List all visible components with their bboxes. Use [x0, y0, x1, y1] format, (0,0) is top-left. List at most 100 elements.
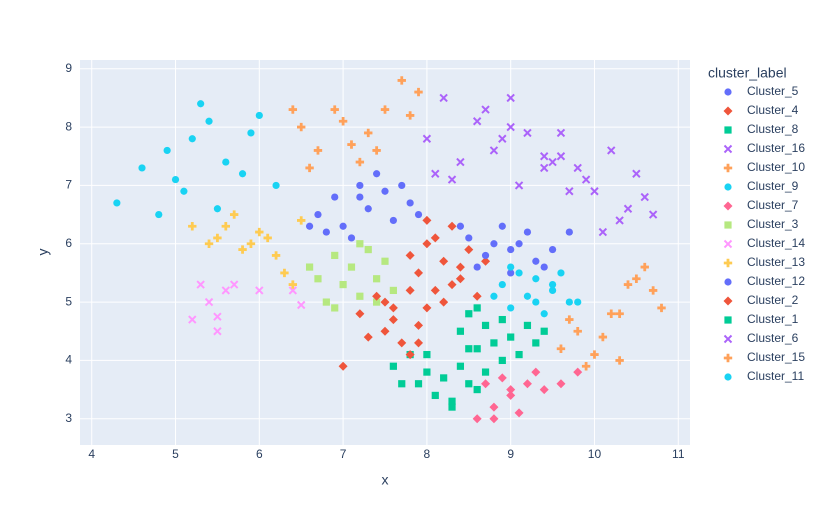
data-point — [431, 391, 439, 400]
data-point — [507, 269, 515, 277]
data-point — [405, 285, 415, 295]
data-point — [448, 397, 456, 405]
data-point — [448, 403, 456, 411]
data-point — [205, 117, 213, 125]
data-point — [171, 175, 180, 184]
data-point — [430, 233, 440, 243]
data-point — [540, 163, 549, 173]
data-point — [255, 286, 264, 295]
x-tick-label: 5 — [172, 447, 179, 461]
data-point — [556, 152, 566, 161]
x-tick-label: 11 — [672, 447, 685, 461]
data-point — [565, 315, 574, 324]
data-point — [263, 233, 272, 243]
data-point — [313, 146, 323, 155]
legend-label[interactable]: Cluster_12 — [747, 274, 805, 288]
data-point — [363, 332, 373, 342]
data-point — [472, 414, 482, 424]
y-tick-label: 8 — [65, 119, 72, 133]
legend-label[interactable]: Cluster_6 — [747, 331, 799, 345]
legend-label[interactable]: Cluster_1 — [747, 312, 799, 326]
data-point — [405, 250, 415, 260]
data-point — [565, 228, 573, 236]
data-point — [155, 210, 163, 219]
data-point — [532, 298, 540, 306]
y-tick-label: 4 — [65, 353, 72, 367]
legend-marker — [724, 88, 732, 96]
data-point — [213, 205, 222, 213]
x-tick-label: 9 — [507, 447, 514, 461]
data-point — [297, 300, 306, 310]
legend-label[interactable]: Cluster_7 — [747, 198, 799, 212]
x-tick-label: 4 — [88, 447, 95, 461]
data-point — [532, 275, 540, 283]
legend-label[interactable]: Cluster_15 — [747, 350, 805, 364]
data-point — [498, 222, 506, 230]
data-point — [507, 263, 515, 271]
data-point — [515, 269, 523, 277]
data-point — [623, 280, 633, 289]
legend-label[interactable]: Cluster_13 — [747, 255, 805, 269]
data-point — [338, 361, 348, 371]
x-tick-label: 10 — [588, 447, 602, 461]
legend-label[interactable]: Cluster_5 — [747, 84, 799, 98]
legend-label[interactable]: Cluster_3 — [747, 217, 799, 231]
data-point — [238, 245, 247, 254]
data-point — [213, 312, 222, 321]
legend-marker — [723, 163, 733, 173]
data-point — [548, 157, 557, 167]
data-point — [456, 362, 465, 370]
data-point — [615, 356, 624, 365]
legend-marker — [723, 296, 733, 306]
data-point — [540, 263, 548, 271]
data-point — [347, 140, 356, 149]
data-point — [381, 257, 389, 265]
data-point — [465, 345, 473, 353]
data-point — [481, 368, 490, 376]
data-point — [556, 379, 566, 389]
data-point — [356, 292, 364, 300]
data-point — [423, 368, 431, 376]
legend-label[interactable]: Cluster_9 — [747, 179, 799, 193]
data-point — [247, 129, 255, 137]
y-tick-label: 9 — [65, 61, 72, 75]
y-axis-title: y — [35, 249, 51, 256]
data-point — [138, 164, 146, 172]
legend-label[interactable]: Cluster_4 — [747, 103, 799, 117]
data-point — [506, 385, 516, 395]
data-point — [431, 169, 440, 178]
data-point — [197, 100, 205, 108]
data-point — [455, 262, 465, 272]
data-point — [498, 134, 507, 143]
legend-label[interactable]: Cluster_8 — [747, 122, 799, 136]
data-point — [389, 286, 397, 295]
data-point — [305, 222, 314, 230]
y-tick-label: 7 — [65, 178, 72, 192]
data-point — [507, 304, 515, 312]
data-point — [539, 385, 549, 395]
data-point — [272, 181, 280, 190]
data-point — [339, 280, 347, 289]
data-point — [221, 222, 230, 231]
legend-label[interactable]: Cluster_11 — [747, 369, 804, 383]
legend-label[interactable]: Cluster_10 — [747, 160, 805, 174]
data-point — [439, 256, 449, 266]
data-point — [456, 327, 465, 335]
data-point — [204, 297, 214, 307]
data-point — [339, 222, 347, 230]
data-point — [456, 222, 465, 230]
data-point — [255, 111, 263, 120]
data-point — [246, 239, 256, 248]
data-point — [355, 157, 365, 167]
y-tick-label: 3 — [65, 411, 72, 425]
legend-marker — [723, 144, 733, 154]
legend-label[interactable]: Cluster_14 — [747, 236, 805, 250]
legend-label[interactable]: Cluster_16 — [747, 141, 805, 155]
x-axis-title: x — [382, 472, 389, 488]
legend-marker — [723, 106, 733, 116]
data-point — [565, 187, 574, 196]
legend-label[interactable]: Cluster_2 — [747, 293, 799, 307]
data-point — [497, 373, 507, 383]
y-tick-label: 6 — [65, 236, 72, 250]
data-point — [548, 286, 557, 295]
